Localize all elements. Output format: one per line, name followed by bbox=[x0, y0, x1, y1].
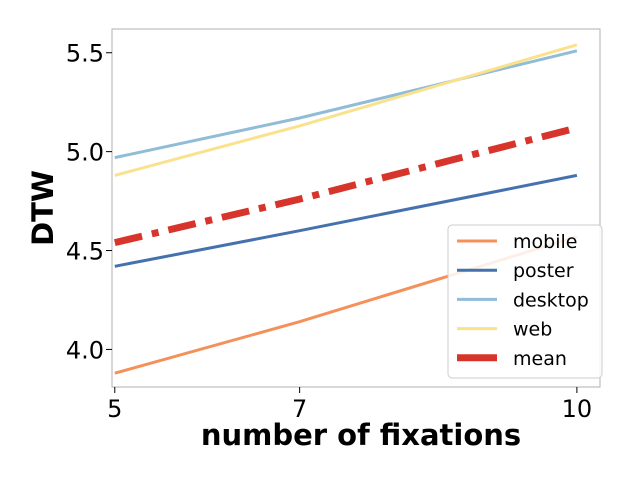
y-tick-label: 4.0 bbox=[66, 336, 104, 364]
x-tick-label: 10 bbox=[562, 395, 593, 423]
legend: mobile poster desktop web mean bbox=[447, 224, 603, 379]
series-line-poster bbox=[114, 173, 578, 268]
y-axis-label: DTW bbox=[26, 170, 60, 246]
legend-label-poster: poster bbox=[513, 260, 574, 282]
y-axis-ticks: 4.0 4.5 5.0 5.5 bbox=[66, 40, 112, 364]
series-line-web bbox=[114, 43, 578, 177]
y-tick-label: 4.5 bbox=[66, 238, 104, 266]
legend-label-mean: mean bbox=[513, 348, 567, 370]
series-line-desktop bbox=[114, 49, 578, 160]
x-axis-ticks: 5 7 10 bbox=[107, 387, 592, 423]
series-line-mean bbox=[113, 124, 578, 247]
y-tick-label: 5.0 bbox=[66, 139, 104, 167]
x-tick-label: 5 bbox=[107, 395, 122, 423]
x-tick-label: 7 bbox=[292, 395, 307, 423]
x-axis-label: number of fixations bbox=[201, 418, 521, 452]
legend-label-desktop: desktop bbox=[513, 289, 589, 311]
legend-label-web: web bbox=[513, 319, 552, 341]
legend-box bbox=[447, 224, 603, 379]
y-tick-label: 5.5 bbox=[66, 40, 104, 68]
plot-frame bbox=[111, 28, 601, 388]
legend-label-mobile: mobile bbox=[513, 231, 577, 253]
